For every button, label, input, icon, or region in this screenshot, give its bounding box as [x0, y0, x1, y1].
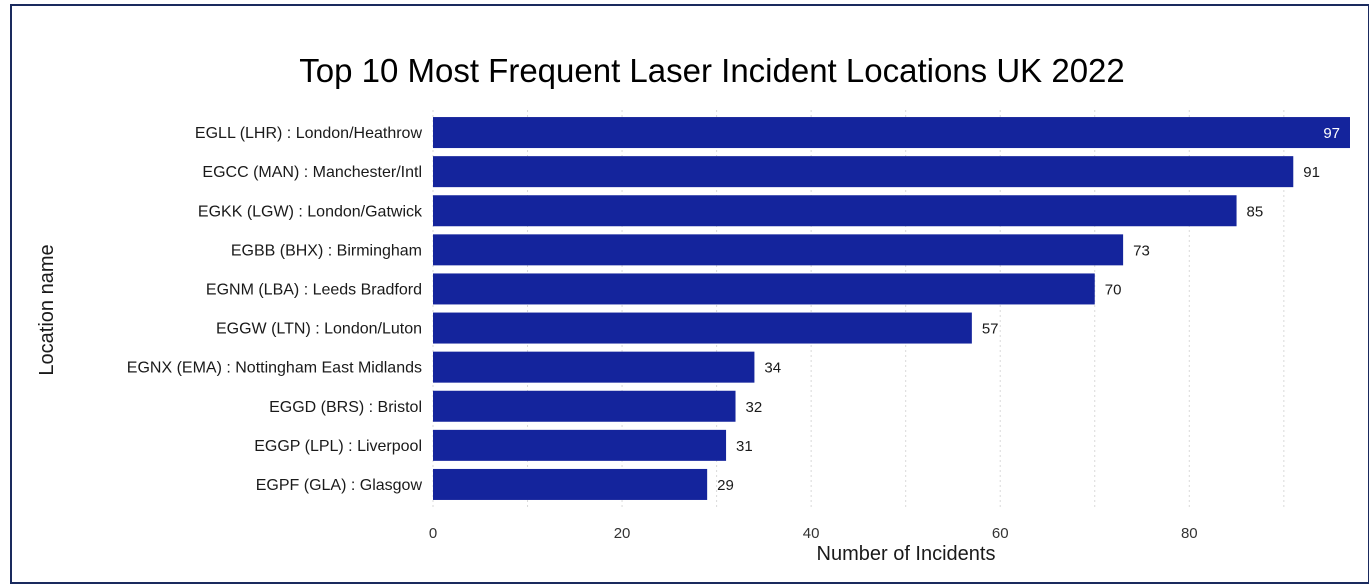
bar: [433, 156, 1294, 188]
y-tick-label: EGBB (BHX) : Birmingham: [231, 242, 422, 259]
data-label: 97: [1323, 125, 1340, 142]
data-label: 91: [1303, 164, 1320, 181]
bar-layer: [433, 117, 1350, 500]
x-tick-label: 80: [1181, 525, 1198, 542]
y-tick-label: EGLL (LHR) : London/Heathrow: [195, 125, 423, 142]
bar: [433, 273, 1095, 305]
chart-title: Top 10 Most Frequent Laser Incident Loca…: [299, 52, 1125, 89]
bar: [433, 351, 755, 383]
bar: [433, 468, 708, 500]
y-tick-label: EGNM (LBA) : Leeds Bradford: [206, 281, 422, 298]
y-tick-label: EGKK (LGW) : London/Gatwick: [198, 203, 423, 220]
y-tick-label: EGGP (LPL) : Liverpool: [254, 438, 422, 455]
data-label: 70: [1105, 281, 1122, 298]
bar: [433, 429, 727, 461]
y-tick-label: EGGD (BRS) : Bristol: [269, 399, 422, 416]
data-label: 29: [717, 477, 734, 494]
y-tick-label: EGPF (GLA) : Glasgow: [256, 477, 423, 494]
bar: [433, 312, 972, 344]
y-tick-label: EGNX (EMA) : Nottingham East Midlands: [127, 360, 422, 377]
data-label: 57: [982, 321, 999, 338]
bar: [433, 195, 1237, 227]
y-tick-label: EGGW (LTN) : London/Luton: [216, 321, 422, 338]
y-tick-label: EGCC (MAN) : Manchester/Intl: [202, 164, 422, 181]
bar: [433, 234, 1124, 266]
data-label: 34: [764, 360, 781, 377]
data-label: 32: [746, 399, 763, 416]
x-tick-label: 0: [429, 525, 437, 542]
x-tick-label: 40: [803, 525, 820, 542]
data-label: 85: [1247, 203, 1264, 220]
bar: [433, 117, 1350, 149]
data-label: 31: [736, 438, 753, 455]
x-axis-title: Number of Incidents: [817, 543, 996, 565]
bar: [433, 390, 736, 422]
label-layer: 0 20 40 60 80 EGLL (LHR) : London/Heathrow 97 E…: [127, 125, 1340, 542]
y-axis-title: Location name: [36, 244, 58, 375]
data-label: 73: [1133, 242, 1150, 259]
x-tick-label: 60: [992, 525, 1009, 542]
x-tick-label: 20: [614, 525, 631, 542]
